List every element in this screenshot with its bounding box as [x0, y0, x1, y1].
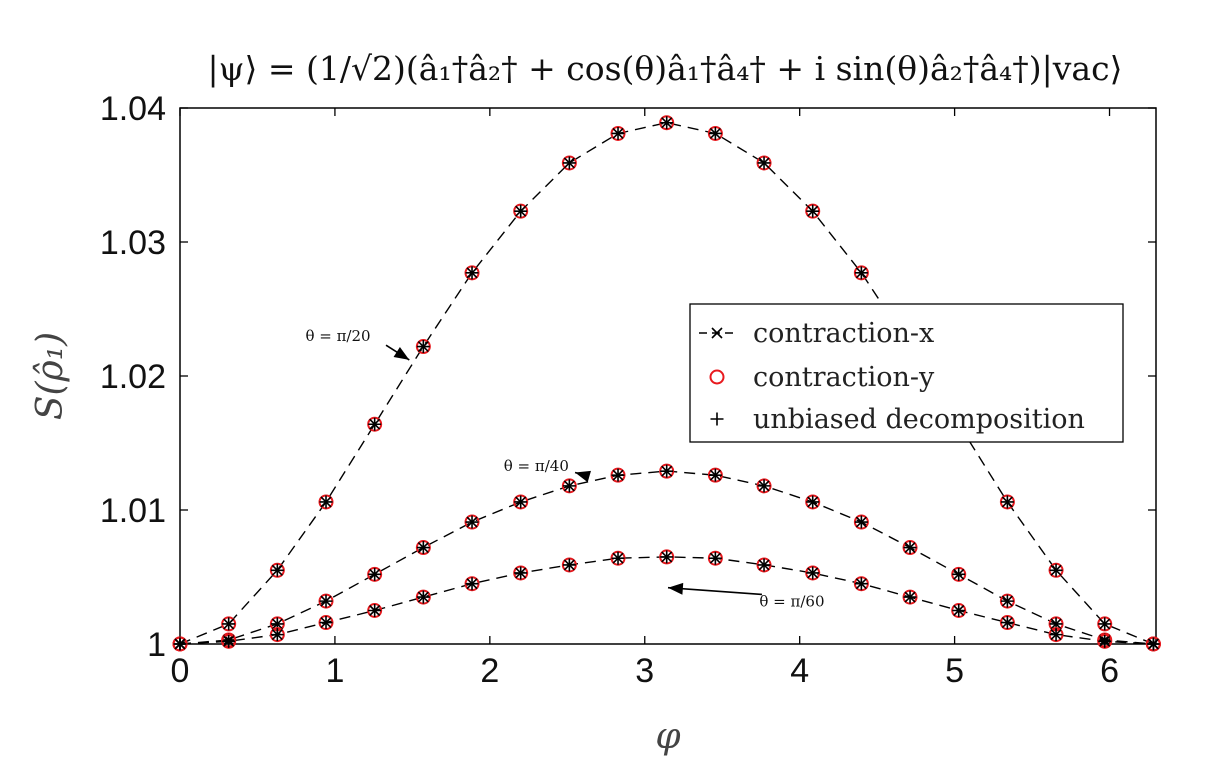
- unbiased-decomposition-point: [903, 590, 917, 604]
- legend-label: contraction-x: [753, 318, 934, 349]
- x-axis-label: φ: [655, 716, 681, 757]
- legend: contraction-x contraction-y unbiased decom…: [689, 303, 1124, 443]
- unbiased-decomposition-point: [222, 634, 236, 648]
- unbiased-decomposition-point: [465, 266, 479, 280]
- unbiased-decomposition-point: [708, 468, 722, 482]
- unbiased-decomposition-point: [222, 617, 236, 631]
- series-3: [172, 549, 1161, 652]
- unbiased-decomposition-point: [611, 551, 625, 565]
- legend-marker: [711, 327, 723, 339]
- unbiased-decomposition-point: [514, 204, 528, 218]
- unbiased-decomposition-point: [757, 156, 771, 170]
- series-line: [179, 121, 1154, 645]
- unbiased-decomposition-point: [854, 577, 868, 591]
- unbiased-decomposition-point: [319, 594, 333, 608]
- unbiased-decomposition-point: [1000, 594, 1014, 608]
- y-tick-label: 1.04: [100, 90, 166, 128]
- chart-title: |ψ⟩ = (1/√2)(â₁†â₂† + cos(θ)â₁†â₄† + i s…: [208, 49, 1123, 88]
- y-tick-label: 1.03: [100, 224, 166, 262]
- unbiased-decomposition-point: [368, 604, 382, 617]
- unbiased-decomposition-point: [1098, 634, 1112, 648]
- y-tick-label: 1.02: [100, 358, 166, 396]
- x-axis: 0 1 2 3 4 5 6: [171, 108, 1119, 690]
- unbiased-decomposition-point: [660, 550, 674, 564]
- legend-marker: [710, 412, 724, 426]
- unbiased-decomposition-point: [173, 637, 187, 651]
- legend-marker: [709, 369, 725, 385]
- legend-item-contraction-y: contraction-y: [709, 362, 935, 393]
- unbiased-decomposition-point: [854, 515, 868, 529]
- unbiased-decomposition-point: [562, 479, 576, 493]
- annotation-2: θ = π/40: [504, 457, 591, 483]
- annotation-arrowhead: [575, 470, 591, 483]
- unbiased-decomposition-point: [708, 551, 722, 565]
- unbiased-decomposition-point: [806, 495, 820, 509]
- unbiased-decomposition-point: [611, 126, 625, 140]
- x-tick-label: 5: [945, 652, 964, 690]
- unbiased-decomposition-point: [1049, 563, 1063, 577]
- x-tick-label: 4: [790, 652, 809, 690]
- unbiased-decomposition-point: [854, 266, 868, 280]
- unbiased-decomposition-point: [952, 604, 966, 617]
- y-tick-label: 1: [147, 626, 166, 664]
- y-axis: 1 1.01 1.02 1.03 1.04: [100, 90, 1156, 664]
- unbiased-decomposition-point: [416, 541, 430, 555]
- annotations: θ = π/20 θ = π/40 θ = π/60: [305, 327, 824, 610]
- annotation-label: θ = π/60: [759, 592, 824, 610]
- legend-label: unbiased decomposition: [753, 404, 1085, 435]
- annotation-3: θ = π/60: [667, 582, 825, 610]
- unbiased-decomposition-point: [903, 541, 917, 555]
- unbiased-decomposition-point: [319, 495, 333, 509]
- unbiased-decomposition-point: [465, 515, 479, 529]
- unbiased-decomposition-point: [368, 567, 382, 581]
- unbiased-decomposition-point: [514, 566, 528, 580]
- unbiased-decomposition-point: [562, 558, 576, 572]
- unbiased-decomposition-point: [562, 156, 576, 170]
- legend-item-unbiased-decomposition: unbiased decomposition: [710, 404, 1085, 435]
- y-axis-label: S(ρ̂₁): [30, 332, 71, 420]
- annotation-arrowhead: [393, 346, 410, 360]
- unbiased-decomposition-point: [708, 126, 722, 140]
- annotation-label: θ = π/40: [504, 457, 569, 475]
- legend-box: [689, 303, 1124, 443]
- x-tick-label: 2: [480, 652, 499, 690]
- unbiased-decomposition-point: [416, 340, 430, 354]
- annotation-arrow: [667, 586, 762, 596]
- unbiased-decomposition-point: [368, 417, 382, 431]
- unbiased-decomposition-point: [806, 204, 820, 218]
- x-tick-label: 6: [1100, 652, 1119, 690]
- annotation-1: θ = π/20: [305, 327, 410, 361]
- unbiased-decomposition-point: [270, 628, 284, 642]
- unbiased-decomposition-point: [660, 464, 674, 478]
- x-tick-label: 0: [171, 652, 190, 690]
- unbiased-decomposition-point: [660, 116, 674, 130]
- unbiased-decomposition-point: [465, 577, 479, 591]
- unbiased-decomposition-point: [270, 563, 284, 577]
- annotation-label: θ = π/20: [305, 327, 370, 345]
- unbiased-decomposition-point: [1098, 617, 1112, 631]
- unbiased-decomposition-point: [1049, 628, 1063, 642]
- y-tick-label: 1.01: [100, 492, 166, 530]
- unbiased-decomposition-point: [952, 567, 966, 581]
- legend-label: contraction-y: [753, 362, 935, 393]
- legend-item-contraction-x: contraction-x: [699, 318, 934, 349]
- unbiased-decomposition-point: [1000, 616, 1014, 630]
- unbiased-decomposition-point: [757, 558, 771, 572]
- unbiased-decomposition-point: [611, 468, 625, 482]
- unbiased-decomposition-point: [416, 590, 430, 604]
- unbiased-decomposition-point: [319, 616, 333, 630]
- x-tick-label: 3: [635, 652, 654, 690]
- unbiased-decomposition-point: [1146, 637, 1160, 651]
- annotation-arrowhead: [668, 582, 684, 595]
- unbiased-decomposition-point: [806, 566, 820, 580]
- unbiased-decomposition-point: [1000, 495, 1014, 509]
- unbiased-decomposition-point: [757, 479, 771, 493]
- x-tick-label: 1: [325, 652, 344, 690]
- unbiased-decomposition-point: [514, 495, 528, 509]
